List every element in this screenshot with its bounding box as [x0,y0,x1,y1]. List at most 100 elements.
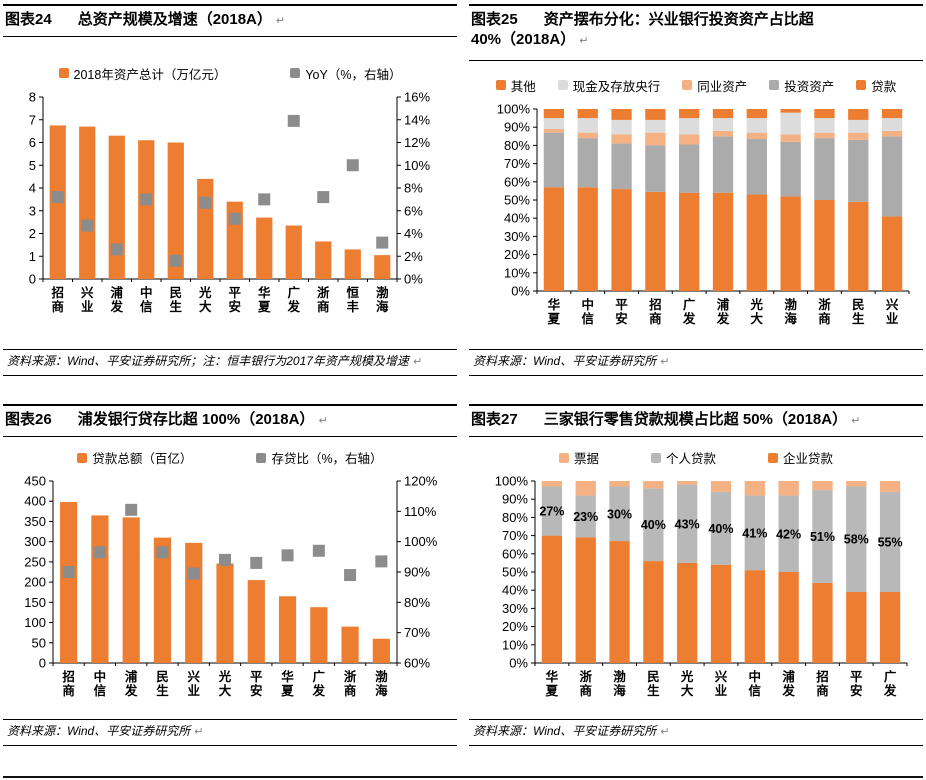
svg-text:100%: 100% [404,535,438,550]
svg-text:广: 广 [683,297,696,312]
svg-text:20%: 20% [502,620,528,635]
svg-text:12%: 12% [404,135,430,150]
svg-text:兴: 兴 [81,285,94,300]
svg-text:中: 中 [749,669,762,684]
svg-text:商: 商 [818,311,831,326]
svg-text:海: 海 [613,683,626,698]
figure-24-source: 资料来源：Wind、平安证券研究所；注：恒丰银行为2017年资产规模及增速 ↵ [3,349,457,376]
return-mark-icon: ↵ [660,725,670,738]
svg-text:商: 商 [344,683,357,698]
stack-series [543,112,903,134]
svg-text:招: 招 [62,669,75,684]
return-mark-icon: ↵ [318,414,328,427]
svg-text:6%: 6% [404,203,423,218]
svg-text:100: 100 [24,615,46,630]
legend-label: 贷款 [871,79,897,94]
legend-label: 同业资产 [697,79,748,94]
svg-text:浙: 浙 [818,297,831,312]
svg-text:夏: 夏 [280,683,294,698]
legend-item: 现金及存放央行 [557,76,660,95]
stack-series [543,128,903,145]
svg-text:43%: 43% [675,518,700,532]
legend-item: 2018年资产总计（万亿元） [58,64,226,83]
legend-item: 投资资产 [769,76,834,95]
stack-series [541,485,901,593]
svg-text:80%: 80% [404,595,430,610]
svg-text:浦: 浦 [125,669,138,684]
source-text: 资料来源：Wind、平安证券研究所 [473,354,657,368]
legend-label: 存贷比（%，右轴） [271,452,383,467]
svg-text:商: 商 [62,683,75,698]
svg-text:80%: 80% [504,137,530,152]
svg-text:业: 业 [81,299,94,314]
legend-label: 投资资产 [784,79,835,94]
svg-text:渤: 渤 [613,669,626,684]
svg-text:光: 光 [680,669,694,684]
source-text: 资料来源：Wind、平安证券研究所；注：恒丰银行为2017年资产规模及增速 [7,354,409,368]
svg-text:40%: 40% [641,519,666,533]
svg-text:广: 广 [313,669,326,684]
svg-text:夏: 夏 [545,683,559,698]
svg-text:安: 安 [228,299,241,314]
figure-27-chart-area: 票据 个人贷款 企业贷款 0% 10% 20% 30% 40% 50% 60% 70% 80% 90%… [469,437,923,719]
svg-text:40%: 40% [708,522,733,536]
svg-text:中: 中 [94,669,107,684]
legend-item: 存贷比（%，右轴） [256,448,383,467]
source-text: 资料来源：Wind、平安证券研究所 [7,723,191,738]
figure-26-chart-canvas: 0 50 100 150 200 250 300 350 400 450 60% 70% 80% 90% 1… [24,474,438,699]
svg-text:0%: 0% [404,271,423,286]
svg-text:中: 中 [581,297,594,312]
svg-text:8: 8 [29,89,36,104]
svg-text:发: 发 [286,299,300,314]
svg-text:发: 发 [312,683,326,698]
legend-swatch-icon [557,80,568,90]
svg-text:70%: 70% [404,626,430,641]
svg-text:55%: 55% [878,536,903,550]
svg-text:浦: 浦 [782,669,795,684]
figure-24: 图表24 总资产规模及增速（2018A） ↵ 2018年资产总计（万亿元） YoY（%… [3,4,457,376]
figure-title-text: 浦发银行贷存比超 100%（2018A） [77,410,315,428]
svg-text:兴: 兴 [886,297,899,312]
svg-text:招: 招 [649,297,662,312]
scatter-series [62,504,388,582]
return-mark-icon: ↵ [660,356,670,368]
svg-text:光: 光 [218,669,232,684]
figure-27-legend: 票据 个人贷款 企业贷款 [558,448,833,467]
stack-series [541,481,901,496]
legend-swatch-icon [77,452,88,463]
svg-text:发: 发 [883,683,897,698]
figure-tag: 图表25 [471,11,518,28]
svg-text:8%: 8% [404,180,423,195]
return-mark-icon: ↵ [851,414,861,427]
svg-text:兴: 兴 [715,669,728,684]
legend-swatch-icon [256,452,267,463]
figure-tag: 图表27 [471,410,518,428]
legend-swatch-icon [495,80,506,90]
svg-text:渤: 渤 [376,285,389,300]
figure-26-chart-area: 贷款总额（百亿） 存贷比（%，右轴） 0 50 100 150 200 250 300 350 4… [3,437,457,719]
return-mark-icon: ↵ [275,15,286,27]
svg-text:发: 发 [682,311,696,326]
svg-text:400: 400 [24,494,46,509]
legend-label: 其他 [510,79,536,94]
figure-26-title: 图表26 浦发银行贷存比超 100%（2018A） ↵ [3,403,457,437]
legend-swatch-icon [558,452,569,463]
svg-text:商: 商 [816,683,829,698]
svg-text:42%: 42% [776,528,801,542]
svg-text:浦: 浦 [110,285,123,300]
figure-26-legend: 贷款总额（百亿） 存贷比（%，右轴） [77,448,383,467]
svg-text:100%: 100% [497,101,531,116]
svg-text:发: 发 [109,299,123,314]
svg-text:生: 生 [169,299,182,314]
svg-text:60%: 60% [404,656,430,671]
legend-item: 企业贷款 [768,448,833,467]
legend-swatch-icon [650,452,661,463]
svg-text:41%: 41% [742,527,767,541]
legend-label: 票据 [573,452,599,467]
svg-text:40%: 40% [504,210,530,225]
svg-text:4: 4 [29,180,36,195]
svg-text:250: 250 [24,555,46,570]
svg-text:5: 5 [29,157,36,172]
figure-25: 图表25 资产摆布分化：兴业银行投资资产占比超 40%（2018A） ↵ 其他 现金及… [469,4,923,376]
svg-text:兴: 兴 [187,669,200,684]
